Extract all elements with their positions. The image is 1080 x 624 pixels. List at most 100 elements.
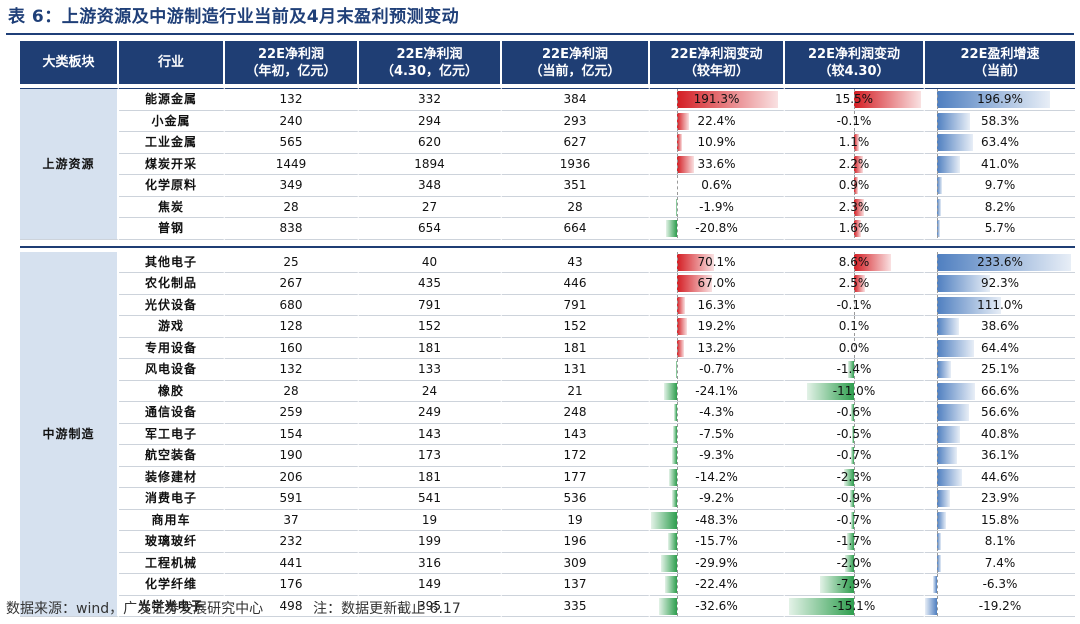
- zero-axis: [854, 89, 855, 110]
- group-divider: [20, 239, 1075, 248]
- header-sublabel: （较4.30）: [818, 63, 890, 79]
- bar-cell-v4: 191.3%: [650, 88, 785, 111]
- bar-cell-v5: 0.9%: [785, 175, 925, 197]
- cell-value: -0.7%: [836, 448, 872, 463]
- profit-current-cell: 143: [502, 423, 650, 445]
- data-bar: [788, 597, 854, 615]
- data-bar: [676, 155, 695, 173]
- cell-value: -2.0%: [836, 555, 872, 570]
- cell-value: -7.9%: [836, 577, 872, 592]
- bar-cell-v6: 66.6%: [925, 380, 1075, 402]
- bar-cell-v4: -22.4%: [650, 574, 785, 596]
- bar-cell-v5: -2.0%: [785, 552, 925, 574]
- profit-ytd-cell: 128: [225, 316, 359, 338]
- data-bar: [650, 511, 677, 529]
- profit-0430-cell: 27: [359, 196, 502, 218]
- group-gap: [20, 247, 1075, 252]
- data-bar: [850, 490, 854, 508]
- zero-axis: [676, 509, 678, 530]
- profit-ytd-cell: 37: [225, 509, 359, 531]
- zero-axis: [854, 574, 855, 595]
- cell-value: 2.3%: [838, 199, 870, 214]
- data-bar: [936, 177, 943, 195]
- cell-value: -2.3%: [836, 469, 872, 484]
- header-sublabel: （4.30，亿元）: [380, 63, 479, 79]
- cell-value: -0.7%: [699, 362, 734, 377]
- profit-0430-cell: 1894: [359, 153, 502, 175]
- cell-value: 13.2%: [697, 340, 736, 355]
- data-bar: [936, 198, 942, 216]
- data-bar: [671, 447, 677, 465]
- bar-cell-v4: -32.6%: [650, 595, 785, 617]
- header-sublabel: （年初，亿元）: [245, 63, 337, 79]
- profit-current-cell: 664: [502, 218, 650, 240]
- profit-current-cell: 335: [502, 595, 650, 617]
- header-label: 22E净利润: [542, 46, 608, 62]
- bar-cell-v5: -0.1%: [785, 294, 925, 316]
- profit-ytd-cell: 206: [225, 466, 359, 488]
- profit-current-cell: 309: [502, 552, 650, 574]
- data-bar: [665, 220, 677, 238]
- profit-ytd-cell: 498: [225, 595, 359, 617]
- cell-value: -0.9%: [836, 491, 872, 506]
- bar-cell-v5: 8.6%: [785, 251, 925, 273]
- table-row: 化学纤维 176 149 137 -22.4% -7.9% -6.3%: [20, 574, 1075, 596]
- bar-cell-v4: -0.7%: [650, 359, 785, 381]
- bar-cell-v4: -9.3%: [650, 445, 785, 467]
- zero-axis: [936, 110, 938, 131]
- zero-axis: [854, 423, 855, 444]
- profit-ytd-cell: 680: [225, 294, 359, 316]
- zero-axis: [676, 574, 678, 595]
- profit-ytd-cell: 838: [225, 218, 359, 240]
- table-row: 中游制造 其他电子 25 40 43 70.1% 8.6% 233.6%: [20, 251, 1075, 617]
- bar-cell-v5: 0.1%: [785, 316, 925, 338]
- profit-0430-cell: 316: [359, 552, 502, 574]
- zero-axis: [854, 552, 855, 573]
- zero-axis: [676, 132, 678, 153]
- table-row: 商用车 37 19 19 -48.3% -0.7% 15.8%: [20, 509, 1075, 531]
- data-bar: [936, 425, 961, 443]
- data-bar: [936, 382, 975, 400]
- header-label: 22E净利润: [258, 46, 324, 62]
- cell-value: 2.5%: [838, 276, 870, 291]
- cell-value: 8.2%: [984, 199, 1016, 214]
- bar-cell-v6: 63.4%: [925, 132, 1075, 154]
- bar-cell-v6: 56.6%: [925, 402, 1075, 424]
- zero-axis: [854, 196, 855, 217]
- cell-value: -22.4%: [695, 577, 738, 592]
- header-sector: 大类板块: [20, 41, 119, 84]
- zero-axis: [854, 251, 855, 272]
- data-bar: [676, 134, 683, 152]
- profit-0430-cell: 143: [359, 423, 502, 445]
- zero-axis: [854, 175, 855, 196]
- profit-current-cell: 21: [502, 380, 650, 402]
- zero-axis: [676, 402, 678, 423]
- zero-axis: [936, 488, 938, 509]
- bar-cell-v5: -0.7%: [785, 445, 925, 467]
- industry-cell: 小金属: [119, 110, 225, 132]
- profit-0430-cell: 654: [359, 218, 502, 240]
- profit-0430-cell: 199: [359, 531, 502, 553]
- cell-value: -9.2%: [699, 491, 734, 506]
- profit-ytd-cell: 132: [225, 359, 359, 381]
- profit-0430-cell: 181: [359, 466, 502, 488]
- profit-0430-cell: 40: [359, 251, 502, 273]
- bar-cell-v5: 0.0%: [785, 337, 925, 359]
- industry-cell: 工程机械: [119, 552, 225, 574]
- cell-value: 5.7%: [984, 221, 1016, 236]
- industry-cell: 装修建材: [119, 466, 225, 488]
- cell-value: -48.3%: [695, 512, 738, 527]
- profit-ytd-cell: 28: [225, 380, 359, 402]
- bar-cell-v6: 44.6%: [925, 466, 1075, 488]
- data-bar: [854, 134, 859, 152]
- header-row: 大类板块 行业 22E净利润 （年初，亿元） 22E净利润 （4.30，亿元） 22…: [20, 41, 1075, 84]
- profit-current-cell: 1936: [502, 153, 650, 175]
- data-bar: [936, 468, 963, 486]
- cell-value: 0.6%: [701, 178, 732, 193]
- data-bar: [847, 361, 854, 379]
- data-bar: [854, 91, 921, 109]
- table-row: 小金属 240 294 293 22.4% -0.1% 58.3%: [20, 110, 1075, 132]
- table-row: 玻璃玻纤 232 199 196 -15.7% -1.7% 8.1%: [20, 531, 1075, 553]
- bar-cell-v6: 40.8%: [925, 423, 1075, 445]
- header-label: 22E净利润: [396, 46, 463, 62]
